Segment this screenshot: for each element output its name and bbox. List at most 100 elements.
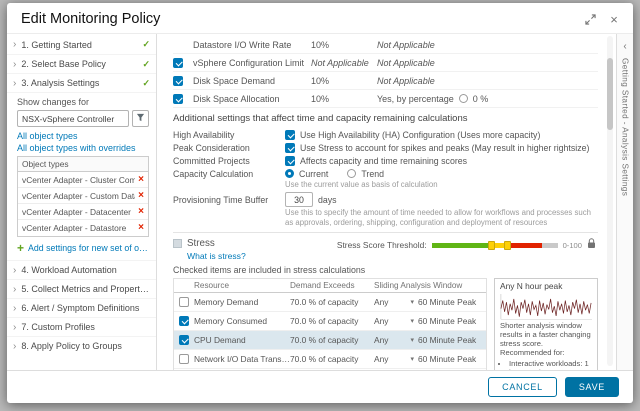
step-workload-automation[interactable]: › 4. Workload Automation: [7, 260, 156, 279]
resource-name: CPU Demand: [194, 335, 246, 346]
peak-chart: [500, 293, 592, 320]
stress-threshold-label: Stress Score Threshold:: [336, 240, 427, 251]
step-select-base-policy[interactable]: › 2. Select Base Policy ✓: [7, 54, 156, 73]
vertical-scrollbar[interactable]: [607, 36, 613, 366]
filter-button[interactable]: [132, 110, 149, 127]
collapsed-panel-tab[interactable]: ‹ Getting Started - Analysis Settings: [616, 34, 633, 370]
demand-value: 70.0 % of capacity: [290, 335, 359, 346]
slider-handle[interactable]: [503, 240, 511, 250]
cancel-button[interactable]: CANCEL: [488, 377, 557, 397]
object-type-row[interactable]: vCenter Adapter - Cluster Comput... ×: [18, 172, 148, 188]
close-icon[interactable]: ×: [610, 11, 618, 27]
provisioning-hint: Use this to specify the amount of time n…: [285, 208, 591, 227]
chevron-right-icon: ›: [13, 340, 17, 352]
metric-name: Disk Space Allocation: [193, 93, 280, 104]
window-any-dropdown[interactable]: Any ▾: [374, 297, 418, 307]
resource-name: Memory Consumed: [194, 316, 268, 327]
chevron-down-icon: ▾: [410, 356, 414, 364]
analysis-settings-panel: Show changes for NSX-vSphere Controller …: [7, 92, 156, 260]
step-custom-profiles[interactable]: › 7. Custom Profiles: [7, 317, 156, 336]
metric-value: 10%: [311, 93, 330, 104]
all-object-types-overrides-link[interactable]: All object types with overrides: [17, 143, 136, 153]
object-type-name: vCenter Adapter - Cluster Comput...: [22, 174, 135, 185]
peak-panel-title: Any N hour peak: [500, 281, 563, 292]
column-sliding-window: Sliding Analysis Window: [374, 281, 463, 291]
stress-threshold-control: Stress Score Threshold: 0-100: [337, 236, 596, 254]
object-type-name: vCenter Adapter - Custom Datace...: [22, 190, 135, 201]
lock-icon[interactable]: [587, 236, 596, 254]
stress-row-network-transmit[interactable]: Network I/O Data Transmit Ra... 70.0 % o…: [174, 350, 486, 370]
checkbox[interactable]: [179, 297, 189, 308]
chevron-down-icon: ▾: [410, 337, 414, 345]
radio-trend[interactable]: [347, 169, 357, 178]
slider-handle[interactable]: [487, 240, 495, 250]
column-demand-exceeds: Demand Exceeds: [290, 281, 355, 291]
checkbox[interactable]: [285, 142, 295, 153]
checkbox[interactable]: [173, 75, 183, 86]
chevron-down-icon: ▾: [410, 318, 414, 326]
object-types-header: Object types: [18, 157, 148, 172]
collapse-left-icon: ‹: [623, 41, 627, 52]
stress-title: Stress: [187, 237, 215, 249]
window-any-dropdown[interactable]: Any ▾: [374, 335, 418, 345]
step-collect-metrics[interactable]: › 5. Collect Metrics and Properties: [7, 279, 156, 298]
object-type-select[interactable]: NSX-vSphere Controller: [17, 110, 129, 127]
dialog-body: › 1. Getting Started ✓ › 2. Select Base …: [7, 33, 633, 370]
filter-icon: [136, 113, 145, 124]
demand-value: 70.0 % of capacity: [290, 354, 359, 365]
chevron-right-icon: ›: [13, 264, 17, 276]
demand-value: 70.0 % of capacity: [290, 297, 359, 308]
add-object-set-link[interactable]: + Add settings for new set of objects: [17, 242, 149, 254]
checkbox[interactable]: [179, 335, 189, 346]
object-type-row[interactable]: vCenter Adapter - Datastore ×: [18, 220, 148, 236]
peak-info-panel: Any N hour peak Shorter analysis window …: [494, 278, 598, 370]
chevron-right-icon: ›: [13, 39, 17, 50]
all-object-types-link[interactable]: All object types: [17, 131, 78, 141]
step-apply-policy-to-groups[interactable]: › 8. Apply Policy to Groups: [7, 336, 156, 355]
setting-text: Use High Availability (HA) Configuration…: [300, 129, 541, 140]
remove-icon[interactable]: ×: [138, 205, 144, 217]
checkbox[interactable]: [285, 129, 295, 140]
stress-row-cpu-demand[interactable]: CPU Demand 70.0 % of capacity Any ▾ 60 M…: [174, 331, 486, 351]
step-analysis-settings[interactable]: › 3. Analysis Settings ✓: [7, 73, 156, 92]
metric-name: Disk Space Demand: [193, 75, 276, 86]
setting-label: Peak Consideration: [173, 142, 250, 153]
provisioning-days-input[interactable]: 30: [285, 192, 313, 208]
checkbox[interactable]: [173, 93, 183, 104]
step-getting-started[interactable]: › 1. Getting Started ✓: [7, 35, 156, 54]
radio-trend-label: Trend: [361, 168, 384, 179]
remove-icon[interactable]: ×: [138, 173, 144, 185]
step-alert-symptom-definitions[interactable]: › 6. Alert / Symptom Definitions: [7, 298, 156, 317]
stress-row-memory-demand[interactable]: Memory Demand 70.0 % of capacity Any ▾ 6…: [174, 293, 486, 313]
metric-row: Disk Space Demand 10% Not Applicable: [173, 72, 598, 90]
radio-current[interactable]: [285, 169, 294, 178]
stress-threshold-slider[interactable]: [431, 240, 558, 250]
remove-icon[interactable]: ×: [138, 222, 144, 233]
chevron-down-icon: ▾: [410, 299, 414, 307]
show-changes-label: Show changes for: [17, 97, 90, 107]
stress-body: Resource Demand Exceeds Sliding Analysis…: [173, 278, 598, 370]
object-type-row[interactable]: vCenter Adapter - Datacenter ×: [18, 204, 148, 220]
edit-monitoring-policy-dialog: Edit Monitoring Policy × › 1. Getting St…: [7, 3, 633, 403]
remove-icon[interactable]: ×: [138, 189, 144, 201]
checkbox[interactable]: [173, 57, 183, 68]
object-type-row[interactable]: vCenter Adapter - Custom Datace... ×: [18, 188, 148, 204]
percent-stepper[interactable]: [458, 94, 468, 103]
scrollbar-thumb[interactable]: [607, 58, 613, 130]
checkbox[interactable]: [179, 354, 189, 365]
stress-section: Stress What is stress? Stress Score Thre…: [173, 232, 598, 370]
window-any-value: Any: [374, 354, 389, 365]
stress-row-memory-consumed[interactable]: Memory Consumed 70.0 % of capacity Any ▾…: [174, 312, 486, 332]
stress-row-network-receive[interactable]: Network I/O Data Receive Rate 70.0 % of …: [174, 369, 486, 370]
setting-text: Use Stress to account for spikes and pea…: [300, 142, 590, 153]
window-any-dropdown[interactable]: Any ▾: [374, 354, 418, 364]
save-button[interactable]: SAVE: [564, 377, 619, 397]
window-any-dropdown[interactable]: Any ▾: [374, 316, 418, 326]
checkbox[interactable]: [285, 155, 295, 166]
metric-value: Not Applicable: [311, 57, 369, 68]
stress-collapse-icon[interactable]: [173, 238, 182, 248]
add-object-set-label: Add settings for new set of objects: [28, 243, 149, 253]
metric-value-2: Not Applicable: [377, 75, 435, 86]
maximize-icon[interactable]: [583, 12, 597, 26]
checkbox[interactable]: [179, 316, 189, 327]
